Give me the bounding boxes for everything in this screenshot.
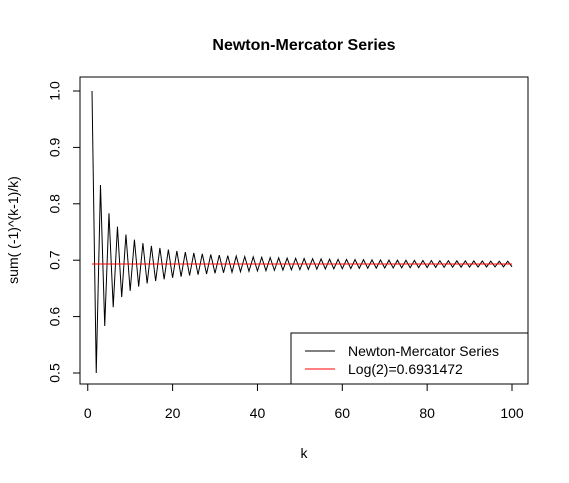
x-axis-label: k — [301, 445, 309, 461]
x-tick-label: 80 — [419, 405, 435, 421]
plot-area — [91, 90, 513, 374]
x-tick-label: 40 — [250, 405, 266, 421]
series-line-partial-sums — [91, 90, 513, 374]
y-tick-label: 0.5 — [47, 363, 63, 383]
y-tick-label: 1.0 — [47, 81, 63, 101]
legend-box — [290, 332, 529, 385]
legend-label: Log(2)=0.6931472 — [348, 361, 463, 377]
legend: Newton-Mercator Series Log(2)=0.6931472 — [290, 332, 529, 385]
chart-title: Newton-Mercator Series — [212, 37, 395, 54]
y-tick-label: 0.9 — [47, 137, 63, 157]
legend-label: Newton-Mercator Series — [348, 343, 499, 359]
x-tick-label: 100 — [500, 405, 524, 421]
y-axis: 0.5 0.6 0.7 0.8 0.9 1.0 — [47, 81, 81, 383]
y-tick-label: 0.8 — [47, 194, 63, 214]
y-tick-label: 0.6 — [47, 307, 63, 327]
x-tick-label: 20 — [165, 405, 181, 421]
y-tick-label: 0.7 — [47, 250, 63, 270]
x-tick-label: 0 — [84, 405, 92, 421]
x-axis: 0 20 40 60 80 100 — [84, 383, 524, 421]
x-tick-label: 60 — [335, 405, 351, 421]
y-axis-label: sum( (-1)^(k-1)/k) — [5, 176, 21, 284]
